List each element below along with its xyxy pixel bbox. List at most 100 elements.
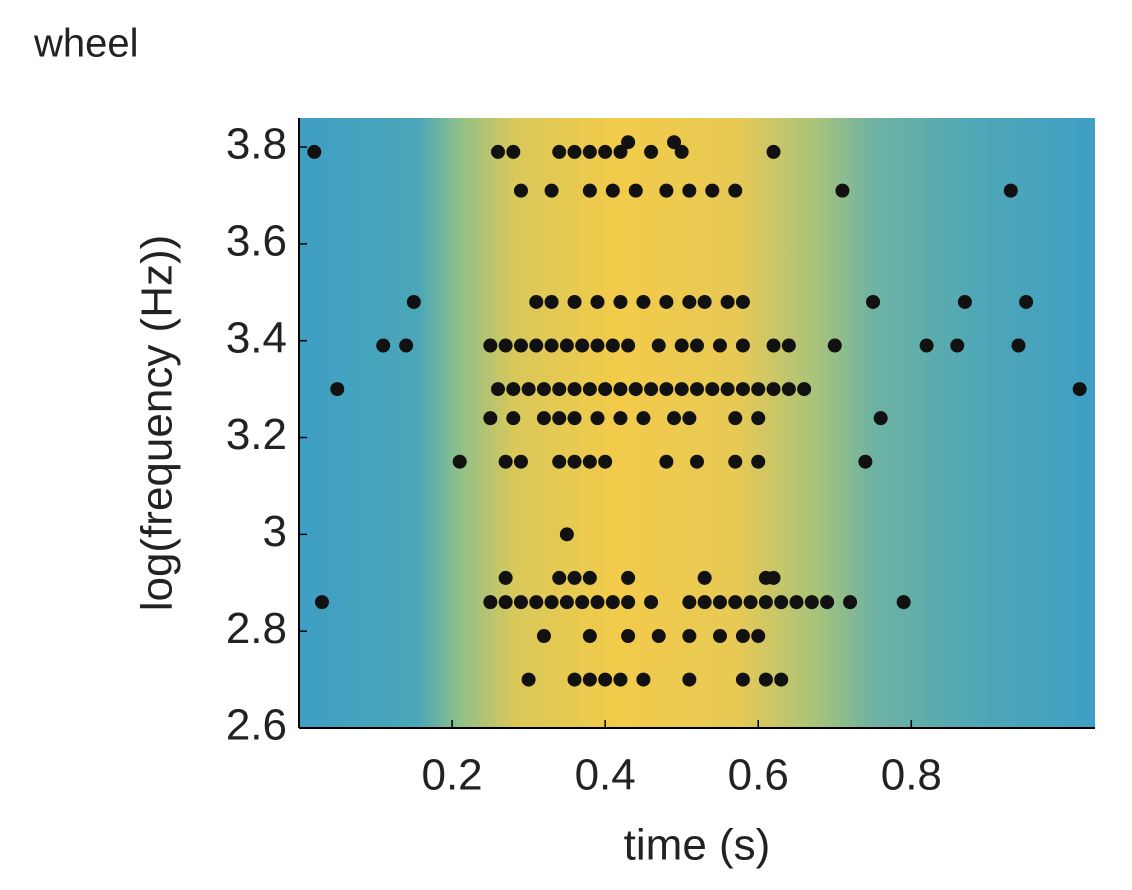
point [728,183,743,198]
point [506,411,521,426]
point [552,570,567,585]
point [720,294,735,309]
point [582,183,597,198]
point [613,672,628,687]
point [835,183,850,198]
point [843,595,858,610]
y-tick-label: 3.6 [226,216,287,265]
point [751,629,766,644]
point [667,135,682,150]
point [644,382,659,397]
point [735,672,750,687]
point [529,595,544,610]
x-tick-label: 0.8 [881,751,942,800]
point [529,294,544,309]
point [804,595,819,610]
point [1019,294,1034,309]
point [621,629,636,644]
point [720,382,735,397]
point [536,411,551,426]
point [399,338,414,353]
point [651,338,666,353]
point [636,672,651,687]
point [506,382,521,397]
point [582,629,597,644]
point [873,411,888,426]
point [712,629,727,644]
point [690,338,704,353]
point [567,294,582,309]
point [628,382,643,397]
point [567,144,582,159]
point [483,338,498,353]
point [743,595,758,610]
point [559,527,574,542]
y-tick-label: 2.8 [226,604,287,653]
point [682,411,697,426]
point [697,294,712,309]
point [605,338,620,353]
point [827,338,842,353]
point [728,454,743,469]
point [820,595,835,610]
y-tick-label: 2.6 [226,701,287,750]
point [758,672,773,687]
point [598,672,613,687]
point [766,144,781,159]
point [712,338,727,353]
point [858,454,873,469]
point [314,595,329,610]
point [506,144,521,159]
point [674,382,689,397]
point [491,144,505,159]
chart-title: wheel [33,22,139,66]
point [766,570,781,585]
point [789,595,804,610]
y-tick-label: 3.2 [226,410,287,459]
point [667,411,682,426]
point [452,454,467,469]
point [781,382,796,397]
point [483,595,498,610]
point [559,338,574,353]
point [621,135,636,150]
point [621,338,636,353]
point [567,382,582,397]
x-tick-label: 0.2 [421,751,482,800]
point [307,144,322,159]
point [491,382,505,397]
point [644,595,659,610]
point [636,411,651,426]
point [774,672,789,687]
point [513,338,528,353]
point [552,454,567,469]
point [544,338,559,353]
point [950,338,965,353]
point [682,595,697,610]
point [483,411,498,426]
point [659,454,674,469]
point [659,382,674,397]
point [697,595,712,610]
point [682,629,697,644]
point [544,595,559,610]
point [781,338,796,353]
point [605,595,620,610]
point [590,411,605,426]
point [582,382,597,397]
point [513,183,528,198]
point [766,338,781,353]
point [559,595,574,610]
point [682,672,697,687]
point [582,570,597,585]
point [575,595,590,610]
point [498,338,513,353]
point [774,595,789,610]
point [498,595,513,610]
point [705,183,720,198]
point [751,454,766,469]
point [735,294,750,309]
point [590,338,605,353]
